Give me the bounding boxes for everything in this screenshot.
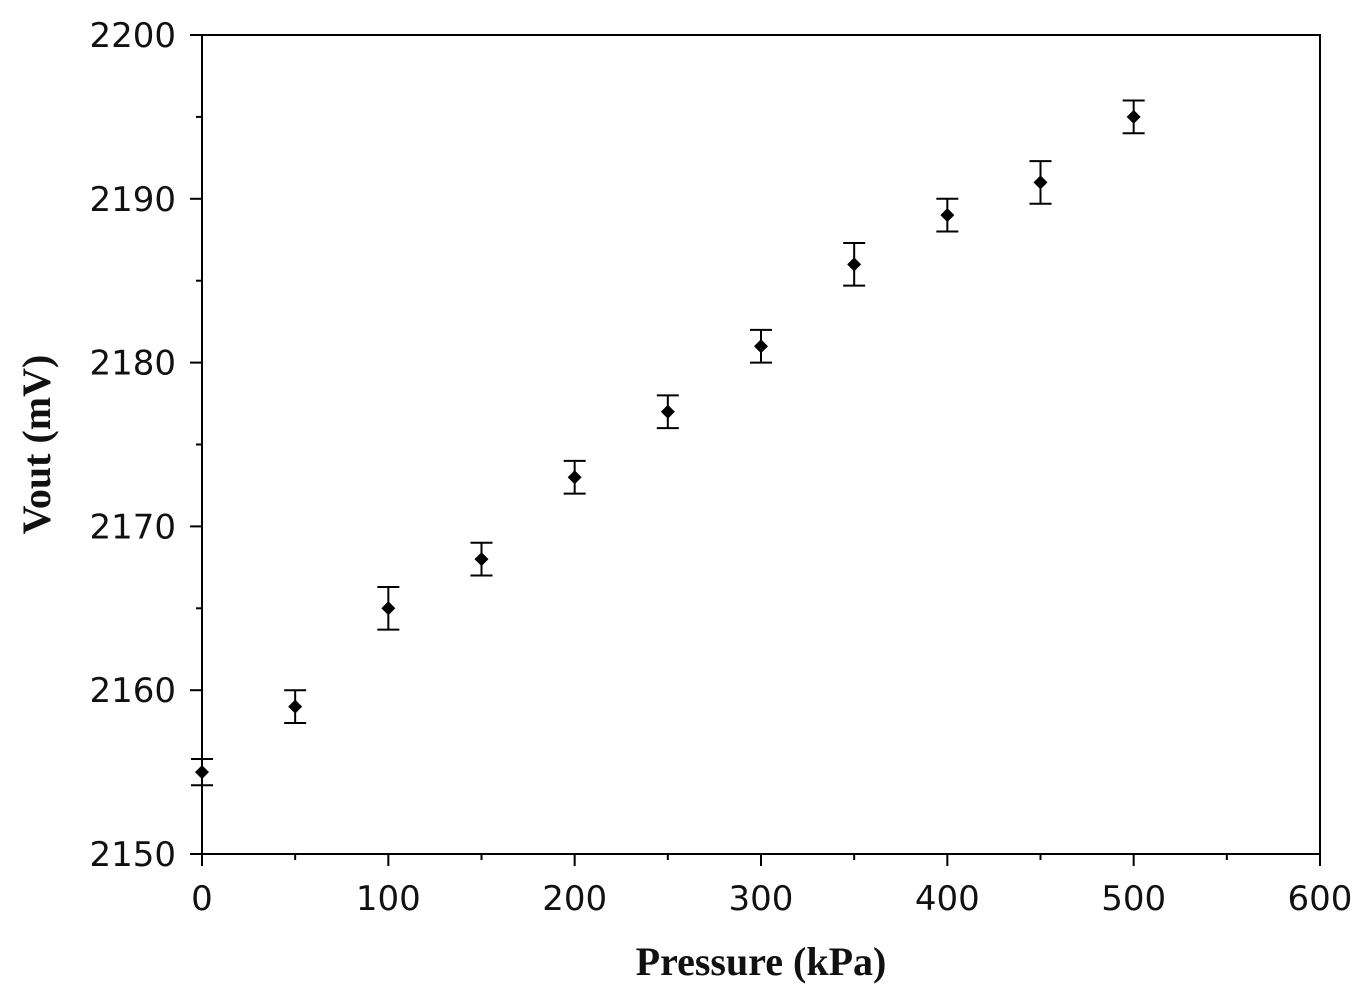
x-tick-label: 100 (356, 879, 421, 919)
y-tick-label: 2170 (89, 507, 176, 547)
data-point-marker (1126, 109, 1141, 124)
data-point-group (563, 459, 586, 495)
data-point-group (1029, 160, 1052, 205)
x-tick-label: 200 (542, 879, 607, 919)
data-point-group (377, 586, 400, 631)
data-point-marker (474, 552, 489, 567)
data-point-group (470, 541, 493, 577)
y-tick-label: 2190 (89, 180, 176, 220)
data-point-group (284, 689, 307, 724)
data-point-marker (567, 470, 582, 485)
y-axis-title: Vout (mV) (14, 355, 59, 535)
tick-labels-layer: 0 100 200 300 400 500 600 2150 2160 2170 2180 2190 2… (89, 16, 1352, 919)
data-point-group (843, 242, 866, 287)
points-layer (191, 99, 1145, 787)
y-tick-label: 2180 (89, 344, 176, 384)
x-tick-label: 600 (1288, 879, 1353, 919)
data-point-marker (754, 339, 768, 354)
data-point-group (1122, 99, 1145, 135)
data-point-marker (660, 404, 675, 419)
data-point-group (936, 197, 959, 233)
x-tick-label: 400 (915, 879, 980, 919)
x-tick-label: 500 (1101, 879, 1166, 919)
data-point-marker (940, 208, 955, 223)
data-point-group (656, 394, 679, 430)
data-point-marker (847, 257, 862, 272)
data-point-marker (381, 601, 396, 616)
x-tick-label: 300 (729, 879, 794, 919)
y-tick-label: 2200 (89, 16, 176, 56)
x-tick-label: 0 (191, 879, 213, 919)
x-axis-title: Pressure (kPa) (636, 939, 887, 984)
data-point-marker (1033, 175, 1048, 190)
plot-frame (201, 34, 1321, 855)
data-point-group (750, 328, 772, 364)
y-tick-label: 2150 (89, 835, 176, 875)
y-tick-label: 2160 (89, 671, 176, 711)
data-point-marker (288, 699, 303, 714)
